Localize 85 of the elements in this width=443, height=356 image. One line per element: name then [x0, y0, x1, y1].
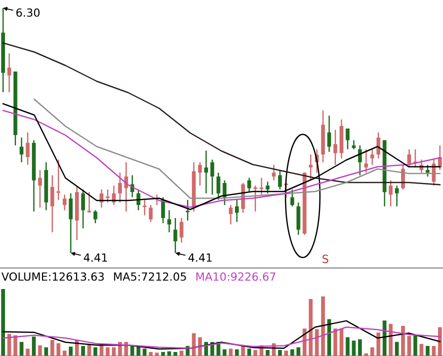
bar [438, 327, 442, 356]
candlestick [105, 188, 110, 204]
candlestick [327, 114, 332, 153]
candlestick [296, 202, 300, 236]
candlestick [258, 177, 264, 196]
candlestick [278, 169, 282, 190]
candlestick [118, 172, 122, 204]
text: MA10:9226.67 [196, 272, 276, 281]
bar [358, 339, 362, 356]
candlestick [234, 199, 239, 223]
candlestick [173, 217, 178, 254]
candlestick [346, 128, 350, 150]
candlestick [272, 164, 276, 182]
bar [278, 350, 282, 356]
candlestick [50, 174, 54, 233]
bar [13, 335, 18, 356]
candlestick [407, 148, 412, 168]
candlestick [364, 148, 368, 174]
bar [142, 348, 146, 356]
bar [426, 346, 430, 356]
candlestick [56, 159, 62, 200]
bar [321, 296, 325, 356]
bar [284, 350, 288, 356]
bar [222, 349, 226, 356]
candlestick [228, 204, 233, 226]
bar [154, 352, 159, 356]
candlestick [81, 188, 85, 229]
bar [161, 352, 165, 356]
bar [376, 332, 380, 356]
bar [266, 350, 270, 356]
candlestick [136, 188, 140, 211]
bar [93, 347, 98, 356]
bar [124, 342, 128, 356]
candlestick [266, 181, 270, 194]
bar [382, 320, 386, 356]
candlestick [376, 132, 380, 159]
candlestick [370, 148, 374, 166]
bar [296, 347, 300, 356]
bar [173, 352, 178, 356]
bar [394, 342, 399, 356]
bar [234, 349, 239, 356]
bar [314, 329, 319, 356]
annotation: 4.41 [84, 254, 107, 262]
candlestick [7, 52, 12, 93]
bar [62, 350, 67, 356]
annotation: S [322, 254, 328, 264]
bar [180, 350, 184, 356]
candlestick [180, 217, 184, 244]
candlestick [358, 144, 362, 176]
candlestick [388, 180, 393, 207]
bar [56, 343, 60, 356]
candlestick [26, 132, 30, 166]
candlestick [222, 180, 226, 206]
bar [401, 326, 405, 356]
candlestick [62, 194, 67, 211]
candlestick [142, 199, 148, 216]
candlestick [38, 169, 42, 208]
candlestick [426, 164, 430, 178]
text: MA5:7212.05 [114, 272, 186, 281]
candlestick [216, 172, 220, 200]
candlestick [68, 192, 73, 254]
candlestick [333, 129, 338, 166]
candlestick [394, 184, 399, 207]
candlestick [252, 184, 258, 212]
candlestick [198, 162, 202, 186]
bar [1, 289, 5, 356]
bar [198, 337, 202, 356]
candlestick [204, 150, 208, 194]
series-label: VOLUME:12613.63 [1, 272, 104, 281]
candlestick [161, 196, 165, 224]
candlestick [148, 204, 153, 223]
annotation: 6.30 [16, 8, 40, 17]
bar [44, 347, 48, 356]
bar [420, 344, 424, 356]
candlestick [210, 159, 214, 196]
bar [38, 345, 42, 356]
candlestick [20, 137, 24, 163]
bar [340, 328, 344, 356]
bar [20, 342, 24, 356]
bar [346, 337, 350, 356]
candlestick [100, 188, 104, 208]
bar [32, 336, 36, 356]
annotation: 4.41 [188, 254, 212, 262]
bar [81, 346, 85, 356]
candlestick [93, 210, 98, 224]
